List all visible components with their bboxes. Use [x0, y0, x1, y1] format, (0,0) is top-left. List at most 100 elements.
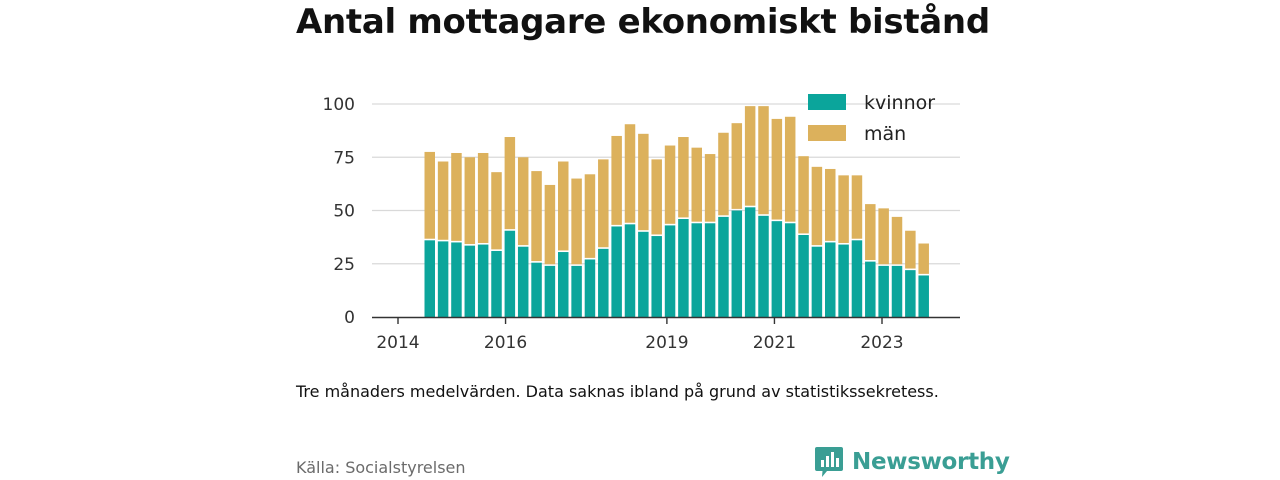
bar-kvinnor — [918, 275, 929, 317]
bar-kvinnor — [437, 241, 449, 317]
x-tick-label: 2021 — [753, 333, 796, 353]
y-tick-label: 25 — [333, 255, 355, 275]
bar-man — [558, 161, 569, 251]
legend-swatch — [808, 125, 846, 141]
bar-kvinnor — [865, 261, 876, 317]
bar-chart-speech-bubble-icon — [815, 447, 843, 477]
bar-man — [704, 154, 716, 222]
bar-man — [825, 168, 836, 241]
bar-man — [451, 152, 462, 241]
bar-kvinnor — [517, 246, 529, 317]
bar-man — [678, 137, 689, 218]
bar-kvinnor — [571, 265, 582, 317]
bar-kvinnor — [771, 221, 783, 317]
bar-kvinnor — [664, 225, 676, 317]
bar-kvinnor — [691, 223, 702, 317]
bar-man — [651, 159, 662, 235]
y-axis: 0 25 50 75 100 — [323, 95, 355, 328]
bar-kvinnor — [477, 244, 489, 317]
bar-kvinnor — [451, 242, 462, 317]
bar-man — [624, 124, 636, 223]
bar-man — [918, 243, 929, 274]
bar-man — [464, 157, 476, 245]
bar-kvinnor — [731, 210, 743, 317]
bar-man — [744, 106, 756, 206]
bar-man — [878, 208, 889, 265]
bar-kvinnor — [758, 215, 769, 317]
bars — [424, 106, 929, 317]
bar-man — [811, 166, 823, 246]
bar-kvinnor — [891, 265, 903, 317]
bar-kvinnor — [424, 240, 435, 317]
bar-man — [477, 152, 489, 243]
bar-man — [571, 178, 582, 265]
bar-kvinnor — [624, 224, 636, 317]
bar-kvinnor — [504, 230, 516, 317]
bar-kvinnor — [784, 223, 796, 317]
x-tick-label: 2014 — [376, 333, 419, 353]
bar-man — [691, 147, 702, 222]
legend-swatch — [808, 94, 846, 110]
bar-kvinnor — [825, 242, 836, 317]
bar-kvinnor — [718, 216, 729, 317]
bar-kvinnor — [544, 265, 556, 317]
x-axis: 2014 2016 2019 2021 2023 — [372, 316, 960, 353]
y-tick-label: 50 — [333, 202, 355, 222]
legend: kvinnor män — [808, 92, 935, 145]
x-tick-label: 2023 — [860, 333, 903, 353]
brand-logo[interactable]: Newsworthy — [814, 446, 1010, 478]
bar-man — [544, 184, 556, 265]
bar-kvinnor — [651, 236, 662, 317]
bar-man — [424, 151, 435, 239]
bar-man — [584, 174, 596, 258]
bar-kvinnor — [878, 265, 889, 317]
stacked-bar-chart: 0 25 50 75 100 2014 2016 2019 2021 2023 kvinnor m… — [323, 92, 960, 353]
bar-man — [664, 145, 676, 224]
bar-man — [531, 171, 542, 262]
bar-kvinnor — [584, 259, 596, 317]
bar-kvinnor — [464, 245, 476, 317]
bar-man — [758, 106, 769, 215]
bar-kvinnor — [798, 234, 809, 317]
bar-kvinnor — [491, 250, 502, 317]
bar-man — [517, 157, 529, 246]
bar-man — [504, 137, 516, 230]
x-tick-label: 2019 — [645, 333, 688, 353]
bar-man — [798, 156, 809, 234]
y-tick-label: 75 — [333, 148, 355, 168]
bar-man — [598, 159, 609, 248]
chart-note: Tre månaders medelvärden. Data saknas ib… — [296, 382, 939, 401]
bar-kvinnor — [638, 231, 649, 317]
y-tick-label: 100 — [323, 95, 355, 115]
bar-kvinnor — [851, 240, 863, 317]
bar-man — [611, 135, 622, 225]
bar-kvinnor — [611, 226, 622, 317]
brand-name: Newsworthy — [852, 449, 1010, 475]
x-tick-label: 2016 — [484, 333, 527, 353]
bar-man — [905, 230, 916, 269]
bar-man — [865, 204, 876, 261]
bar-kvinnor — [905, 270, 916, 317]
legend-label: män — [864, 123, 906, 145]
bar-man — [718, 132, 729, 216]
bar-man — [891, 216, 903, 265]
bar-kvinnor — [744, 207, 756, 317]
bar-kvinnor — [811, 246, 823, 317]
y-tick-label: 0 — [344, 308, 355, 328]
bar-man — [851, 175, 863, 239]
bar-kvinnor — [704, 223, 716, 317]
bar-man — [771, 118, 783, 220]
source-credit: Källa: Socialstyrelsen — [296, 458, 466, 477]
bar-man — [638, 133, 649, 231]
chart-title: Antal mottagare ekonomiskt bistånd — [296, 2, 990, 42]
bar-kvinnor — [531, 262, 542, 317]
legend-label: kvinnor — [864, 92, 935, 114]
bar-kvinnor — [838, 244, 849, 317]
bar-man — [437, 161, 449, 240]
bar-man — [784, 116, 796, 222]
bar-kvinnor — [558, 252, 569, 317]
bar-kvinnor — [598, 248, 609, 317]
bar-kvinnor — [678, 219, 689, 317]
bar-man — [491, 172, 502, 250]
bar-man — [731, 123, 743, 209]
